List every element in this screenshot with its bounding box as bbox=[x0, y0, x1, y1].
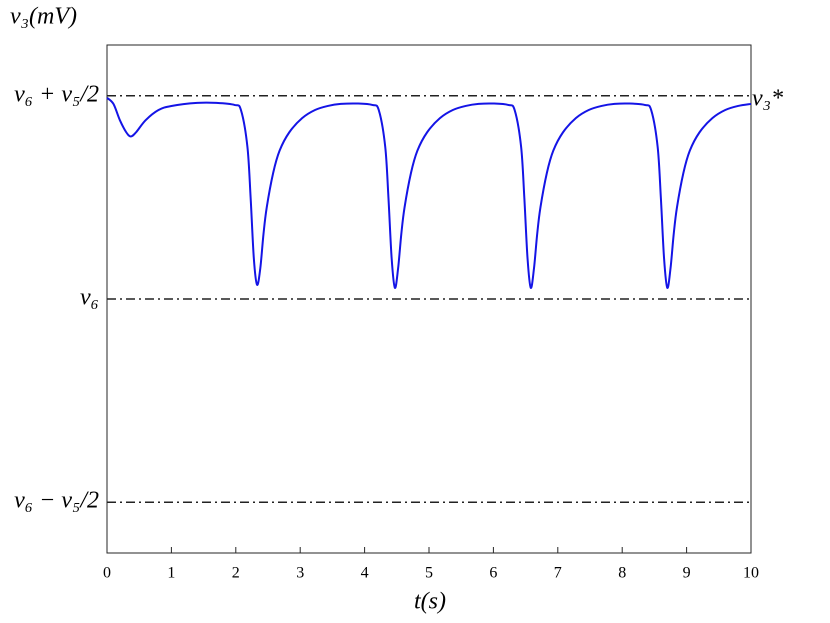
x-axis-label: t(s) bbox=[414, 589, 446, 615]
data-line bbox=[106, 97, 752, 289]
x-tick-label: 5 bbox=[425, 565, 433, 582]
x-tick-label: 6 bbox=[489, 565, 497, 582]
annotation: v₃* bbox=[752, 86, 783, 112]
x-tick-label: 4 bbox=[361, 565, 369, 582]
x-tick-label: 9 bbox=[683, 565, 691, 582]
x-tick-label: 3 bbox=[296, 565, 304, 582]
y-axis-label: v₃(mV) bbox=[10, 4, 77, 30]
x-tick-label: 8 bbox=[618, 565, 626, 582]
x-tick-label: 2 bbox=[232, 565, 240, 582]
y-tick-label: v₆ + v₅/2 bbox=[14, 81, 99, 107]
x-tick-label: 10 bbox=[743, 565, 759, 582]
y-tick-label: v₆ bbox=[80, 285, 99, 311]
x-tick-label: 0 bbox=[103, 565, 111, 582]
x-tick-label: 7 bbox=[554, 565, 562, 582]
x-tick-label: 1 bbox=[167, 565, 175, 582]
y-tick-label: v₆ − v₅/2 bbox=[14, 488, 99, 514]
